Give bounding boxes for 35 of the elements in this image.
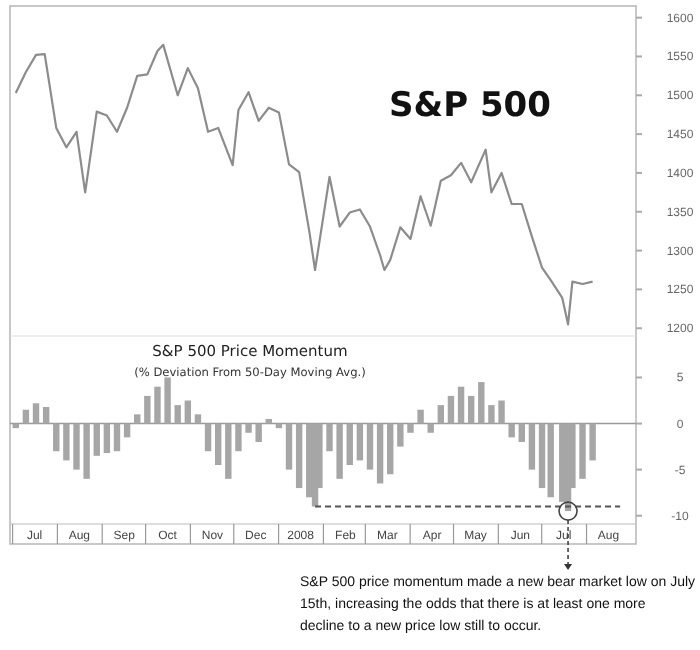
bar bbox=[447, 395, 455, 424]
bar bbox=[22, 409, 30, 424]
bar bbox=[295, 423, 303, 489]
bar bbox=[113, 423, 121, 452]
bar bbox=[538, 423, 546, 489]
bar bbox=[417, 409, 424, 424]
bar bbox=[508, 423, 515, 438]
bar bbox=[366, 423, 374, 470]
bar bbox=[204, 423, 212, 452]
bar bbox=[265, 418, 272, 424]
bar bbox=[194, 414, 202, 424]
bar bbox=[174, 405, 181, 424]
bar bbox=[437, 405, 445, 424]
bar bbox=[547, 423, 554, 498]
bar bbox=[103, 423, 111, 454]
bar bbox=[214, 423, 222, 466]
bar bbox=[285, 423, 293, 470]
bar bbox=[387, 423, 394, 475]
bar bbox=[134, 414, 141, 424]
bar bbox=[93, 423, 100, 456]
bar bbox=[53, 423, 60, 452]
bar bbox=[427, 423, 434, 433]
line-series bbox=[14, 43, 594, 326]
bar bbox=[376, 423, 384, 484]
bar bbox=[467, 395, 475, 424]
bar bbox=[184, 400, 192, 424]
bar bbox=[528, 423, 536, 470]
bar bbox=[32, 403, 40, 424]
bar bbox=[457, 386, 465, 424]
bar bbox=[42, 406, 50, 424]
bar bbox=[346, 423, 353, 466]
text: S&P 500 bbox=[389, 86, 552, 126]
bar bbox=[356, 423, 364, 461]
bar bbox=[518, 423, 525, 442]
bar bbox=[306, 423, 313, 498]
